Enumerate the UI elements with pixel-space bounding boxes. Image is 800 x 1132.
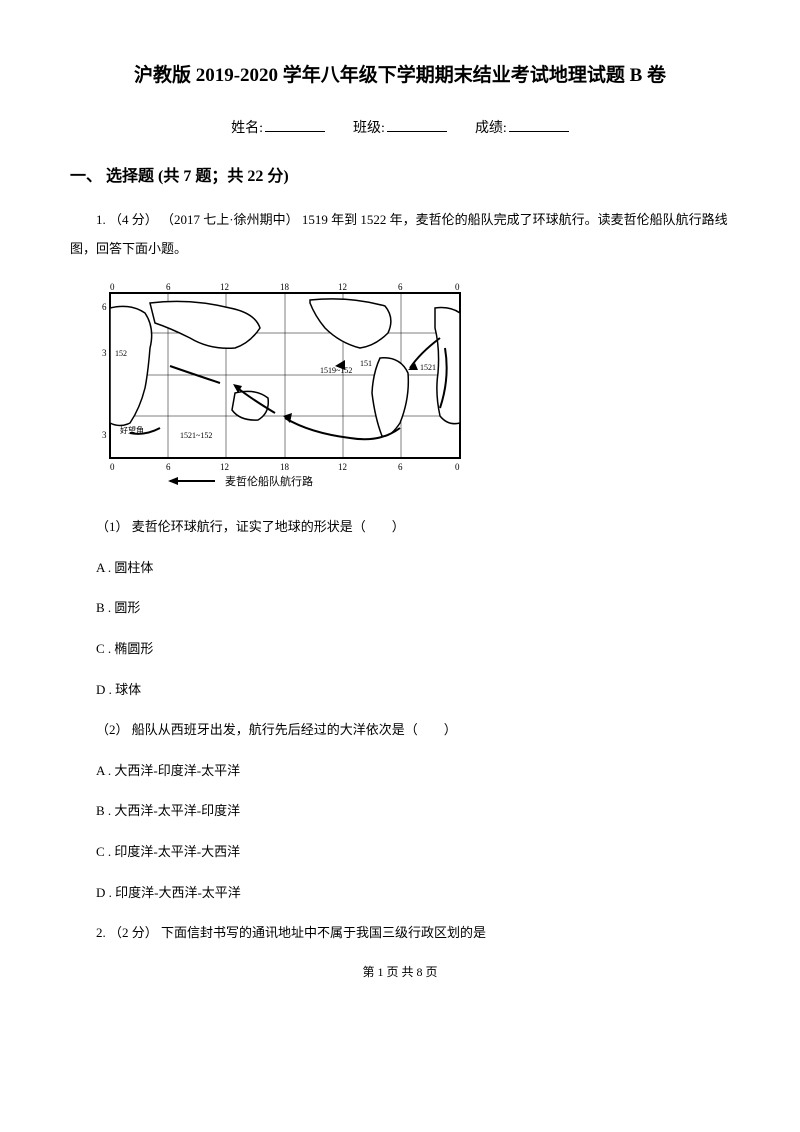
class-label: 班级: — [353, 117, 385, 137]
svg-text:6: 6 — [166, 282, 171, 292]
map-caption: 麦哲伦船队航行路 — [225, 474, 313, 488]
svg-text:6: 6 — [398, 462, 403, 472]
q1-sub2: （2） 船队从西班牙出发，航行先后经过的大洋依次是（ ） — [70, 716, 730, 745]
svg-text:18: 18 — [280, 282, 290, 292]
svg-text:0: 0 — [110, 282, 115, 292]
score-label: 成绩: — [475, 117, 507, 137]
q1-sub2-option-d: D . 印度洋-大西洋-太平洋 — [70, 879, 730, 908]
map-point-haowangjiao: 好望角 — [120, 425, 144, 435]
class-blank — [387, 118, 447, 132]
svg-text:151: 151 — [360, 359, 372, 368]
svg-text:12: 12 — [338, 282, 347, 292]
svg-text:0: 0 — [455, 282, 460, 292]
q1-sub1-option-b: B . 圆形 — [70, 594, 730, 623]
world-map-svg: 0 6 12 18 12 6 0 0 6 12 18 12 6 0 6 3 3 — [100, 278, 470, 488]
question-2-intro: 2. （2 分） 下面信封书写的通讯地址中不属于我国三级行政区划的是 — [70, 919, 730, 948]
svg-text:0: 0 — [110, 462, 115, 472]
map-point-152: 152 — [115, 349, 127, 358]
name-blank — [265, 118, 325, 132]
svg-text:12: 12 — [220, 462, 229, 472]
section-heading: 一、 选择题 (共 7 题；共 22 分) — [70, 162, 730, 186]
q1-sub1: （1） 麦哲伦环球航行，证实了地球的形状是（ ） — [70, 513, 730, 542]
name-label: 姓名: — [231, 117, 263, 137]
q1-sub2-option-c: C . 印度洋-太平洋-大西洋 — [70, 838, 730, 867]
q1-sub1-option-d: D . 球体 — [70, 676, 730, 705]
svg-text:12: 12 — [338, 462, 347, 472]
score-blank — [509, 118, 569, 132]
map-figure: 0 6 12 18 12 6 0 0 6 12 18 12 6 0 6 3 3 — [100, 278, 730, 493]
svg-text:1521: 1521 — [420, 363, 436, 372]
q1-sub1-option-a: A . 圆柱体 — [70, 554, 730, 583]
q1-sub2-option-a: A . 大西洋-印度洋-太平洋 — [70, 757, 730, 786]
map-point-1521: 1521~152 — [180, 431, 212, 440]
exam-title: 沪教版 2019-2020 学年八年级下学期期末结业考试地理试题 B 卷 — [70, 60, 730, 87]
svg-text:18: 18 — [280, 462, 290, 472]
svg-text:0: 0 — [455, 462, 460, 472]
svg-text:3: 3 — [102, 430, 107, 440]
map-point-1519: 1519~152 — [320, 366, 352, 375]
question-1-intro: 1. （4 分） （2017 七上·徐州期中） 1519 年到 1522 年，麦… — [70, 206, 730, 263]
student-info-row: 姓名: 班级: 成绩: — [70, 117, 730, 137]
svg-text:3: 3 — [102, 348, 107, 358]
page-footer: 第 1 页 共 8 页 — [70, 963, 730, 980]
svg-text:6: 6 — [398, 282, 403, 292]
svg-text:6: 6 — [166, 462, 171, 472]
q1-sub2-option-b: B . 大西洋-太平洋-印度洋 — [70, 797, 730, 826]
q1-sub1-option-c: C . 椭圆形 — [70, 635, 730, 664]
svg-text:12: 12 — [220, 282, 229, 292]
svg-text:6: 6 — [102, 302, 107, 312]
